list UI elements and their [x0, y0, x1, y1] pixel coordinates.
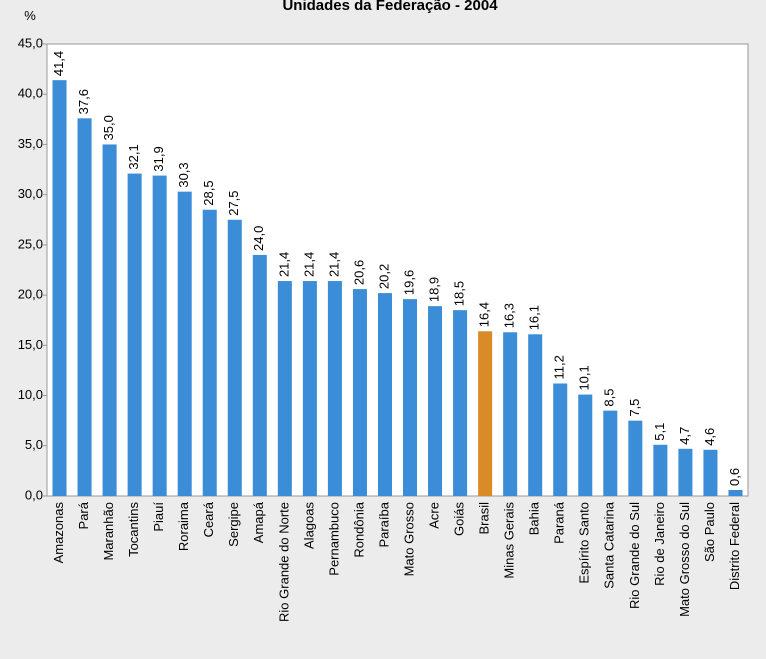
- value-label: 27,5: [226, 190, 241, 215]
- x-tick-label: Bahia: [527, 501, 542, 535]
- x-tick-label: Rio Grande do Norte: [276, 502, 291, 622]
- bar: [202, 209, 217, 496]
- x-tick-label: Pará: [76, 501, 91, 529]
- value-label: 0,6: [727, 468, 742, 486]
- x-tick-label: Mato Grosso: [401, 502, 416, 576]
- x-tick-label: Sergipe: [226, 502, 241, 547]
- bar: [503, 332, 518, 496]
- value-label: 8,5: [602, 389, 617, 407]
- value-label: 31,9: [151, 146, 166, 171]
- x-tick-label: Brasil: [477, 502, 492, 535]
- y-tick-label: 45,0: [18, 35, 43, 50]
- bar: [102, 144, 117, 496]
- bar: [578, 394, 593, 496]
- value-label: 32,1: [126, 144, 141, 169]
- x-tick-label: Santa Catarina: [602, 501, 617, 588]
- x-tick-label: Piauí: [151, 502, 166, 532]
- value-label: 21,4: [276, 252, 291, 277]
- bar: [628, 420, 643, 496]
- bar: [678, 448, 693, 496]
- value-label: 16,3: [502, 303, 517, 328]
- value-label: 24,0: [251, 226, 266, 251]
- x-tick-label: Maranhão: [101, 502, 116, 561]
- x-tick-label: Minas Gerais: [502, 502, 517, 579]
- value-label: 4,6: [702, 428, 717, 446]
- y-tick-label: 20,0: [18, 287, 43, 302]
- value-label: 20,2: [376, 264, 391, 289]
- value-label: 7,5: [627, 399, 642, 417]
- bar: [453, 310, 468, 496]
- bar: [377, 293, 392, 496]
- x-tick-label: Ceará: [201, 501, 216, 537]
- bar: [428, 306, 443, 496]
- value-label: 35,0: [101, 115, 116, 140]
- y-tick-label: 35,0: [18, 136, 43, 151]
- y-tick-label: 5,0: [25, 437, 43, 452]
- bar: [553, 383, 568, 496]
- bar: [127, 173, 142, 496]
- y-tick-label: 30,0: [18, 186, 43, 201]
- bar: [152, 175, 167, 497]
- bar: [227, 219, 242, 496]
- bar: [352, 289, 367, 496]
- x-tick-label: Alagoas: [301, 502, 316, 549]
- value-label: 41,4: [51, 51, 66, 76]
- value-label: 20,6: [351, 260, 366, 285]
- bar: [728, 489, 743, 496]
- value-label: 4,7: [677, 427, 692, 445]
- bar: [252, 254, 267, 496]
- x-tick-label: Tocantins: [126, 502, 141, 557]
- bar: [52, 80, 67, 496]
- value-label: 19,6: [401, 270, 416, 295]
- value-label: 37,6: [76, 89, 91, 114]
- x-tick-label: Mato Grosso do Sul: [677, 502, 692, 617]
- x-tick-label: Rio Grande do Sul: [627, 502, 642, 609]
- value-label: 16,1: [527, 305, 542, 330]
- value-label: 5,1: [652, 423, 667, 441]
- chart-title: Unidades da Federação - 2004: [282, 0, 498, 14]
- x-tick-label: Rio de Janeiro: [652, 502, 667, 586]
- x-tick-label: Rondônia: [351, 501, 366, 557]
- plot-area: [46, 43, 749, 497]
- x-tick-label: Amazonas: [51, 502, 66, 564]
- value-label: 21,4: [301, 252, 316, 277]
- x-tick-label: Pernambuco: [326, 502, 341, 576]
- y-tick-label: 25,0: [18, 236, 43, 251]
- x-tick-label: Amapá: [251, 501, 266, 543]
- value-label: 18,5: [452, 281, 467, 306]
- bar: [177, 191, 192, 497]
- y-tick-label: 0,0: [25, 487, 43, 502]
- bar: [77, 118, 92, 496]
- bar: [478, 331, 493, 496]
- bar: [277, 281, 292, 496]
- bar: [703, 449, 718, 496]
- bar: [603, 410, 618, 496]
- x-tick-label: Distrito Federal: [727, 502, 742, 590]
- value-label: 28,5: [201, 180, 216, 205]
- x-tick-label: Espírito Santo: [577, 502, 592, 584]
- x-tick-label: Goiás: [452, 502, 467, 536]
- y-axis-label: %: [24, 8, 36, 23]
- bar: [302, 281, 317, 496]
- bar: [528, 334, 543, 496]
- value-label: 18,9: [426, 277, 441, 302]
- x-tick-label: Acre: [426, 502, 441, 529]
- x-tick-label: Roraima: [176, 501, 191, 551]
- y-tick-label: 10,0: [18, 387, 43, 402]
- bar: [327, 281, 342, 496]
- y-tick-label: 15,0: [18, 337, 43, 352]
- value-label: 21,4: [326, 252, 341, 277]
- y-tick-label: 40,0: [18, 86, 43, 101]
- value-label: 11,2: [552, 355, 567, 379]
- x-tick-label: Paraná: [552, 501, 567, 544]
- value-label: 16,4: [477, 302, 492, 327]
- x-tick-label: Paraíba: [376, 501, 391, 547]
- bar: [653, 444, 668, 496]
- x-tick-label: São Paulo: [702, 502, 717, 562]
- bar: [403, 299, 418, 496]
- value-label: 10,1: [577, 365, 592, 390]
- value-label: 30,3: [176, 162, 191, 187]
